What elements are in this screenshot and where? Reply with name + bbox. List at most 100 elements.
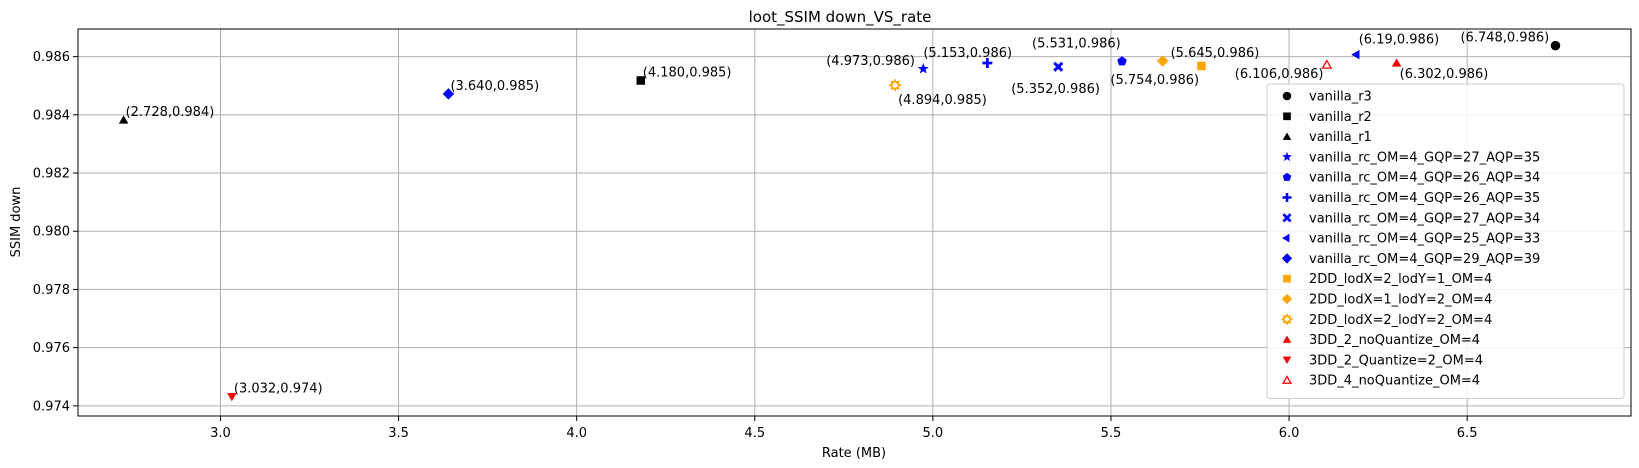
legend-marker	[1282, 193, 1292, 202]
data-label: (4.973,0.986)	[826, 54, 915, 69]
data-label: (6.302,0.986)	[1400, 67, 1489, 82]
legend-entry: vanilla_r3	[1282, 90, 1372, 105]
legend-entry: vanilla_rc_OM=4_GQP=26_AQP=35	[1282, 191, 1540, 206]
legend-marker	[1283, 274, 1291, 283]
data-point	[1053, 61, 1064, 72]
data-points	[118, 40, 1561, 402]
legend-label: vanilla_rc_OM=4_GQP=25_AQP=33	[1309, 232, 1540, 247]
y-axis-label: SSIM down	[9, 187, 24, 258]
data-point	[982, 58, 993, 69]
data-label: (5.153,0.986)	[923, 46, 1012, 61]
data-point	[1391, 58, 1402, 67]
legend-entry: vanilla_r1	[1282, 130, 1372, 145]
y-tick-label: 0.982	[33, 167, 70, 182]
legend-entry: 2DD_lodX=2_lodY=2_OM=4	[1280, 313, 1492, 328]
legend-entry: vanilla_rc_OM=4_GQP=29_AQP=39	[1281, 252, 1540, 267]
legend-entry: 3DD_2_noQuantize_OM=4	[1282, 333, 1480, 348]
x-tick-label: 6.5	[1457, 426, 1478, 441]
legend-entry: vanilla_rc_OM=4_GQP=27_AQP=34	[1282, 211, 1540, 226]
data-label: (2.728,0.984)	[126, 105, 215, 120]
legend-marker	[1280, 313, 1294, 326]
legend-label: 3DD_2_Quantize=2_OM=4	[1309, 353, 1483, 368]
data-label: (4.180,0.985)	[643, 66, 732, 81]
data-label: (5.754,0.986)	[1110, 73, 1199, 88]
data-point	[1156, 55, 1169, 67]
legend-entry: vanilla_rc_OM=4_GQP=25_AQP=33	[1282, 232, 1540, 247]
y-tick-label: 0.984	[33, 108, 70, 123]
legend-marker	[1282, 335, 1292, 343]
x-tick-label: 4.5	[744, 426, 765, 441]
y-tick-label: 0.986	[33, 50, 70, 65]
legend-entry: 2DD_lodX=2_lodY=1_OM=4	[1283, 272, 1492, 287]
data-label: (6.19,0.986)	[1359, 33, 1439, 48]
legend-label: vanilla_r3	[1309, 90, 1372, 105]
legend-entry: vanilla_rc_OM=4_GQP=27_AQP=35	[1282, 150, 1540, 165]
legend-label: vanilla_rc_OM=4_GQP=27_AQP=35	[1309, 150, 1540, 165]
data-label: (3.640,0.985)	[450, 79, 539, 94]
legend-label: vanilla_r2	[1309, 110, 1372, 125]
legend-entry: 3DD_4_noQuantize_OM=4	[1281, 374, 1480, 389]
y-tick-label: 0.974	[33, 399, 70, 414]
legend-marker	[1283, 112, 1291, 121]
legend-marker	[1281, 253, 1293, 264]
y-tick-label: 0.980	[33, 225, 70, 240]
data-label: (3.032,0.974)	[234, 382, 323, 397]
y-tick-label: 0.978	[33, 283, 70, 298]
x-tick-label: 5.5	[1101, 426, 1122, 441]
legend-entry: vanilla_r2	[1283, 110, 1372, 125]
legend-marker	[1282, 91, 1292, 101]
data-point	[1550, 40, 1561, 51]
data-point	[442, 88, 455, 100]
legend-label: vanilla_rc_OM=4_GQP=27_AQP=34	[1309, 211, 1540, 226]
data-label: (5.352,0.986)	[1011, 82, 1100, 97]
x-tick-label: 5.0	[923, 426, 944, 441]
legend-marker	[1281, 293, 1293, 305]
x-tick-label: 6.0	[1279, 426, 1300, 441]
legend-marker	[1282, 356, 1292, 365]
legend: vanilla_r3 vanilla_r2 vanilla_r1 vanilla_rc…	[1266, 83, 1625, 399]
legend-label: 2DD_lodX=1_lodY=2_OM=4	[1309, 293, 1492, 308]
x-axis-label: Rate (MB)	[822, 446, 886, 461]
legend-marker	[1282, 132, 1292, 140]
legend-marker	[1282, 172, 1292, 181]
y-axis-ticks: 0.974 0.976 0.978 0.980 0.982 0.984 0.986	[33, 50, 78, 414]
legend-label: 2DD_lodX=2_lodY=2_OM=4	[1309, 313, 1492, 328]
data-point	[1197, 61, 1206, 71]
legend-marker	[1282, 233, 1290, 243]
plot-frame	[77, 28, 1632, 417]
legend-label: vanilla_r1	[1309, 130, 1372, 145]
legend-label: 3DD_2_noQuantize_OM=4	[1309, 333, 1480, 348]
data-point	[1321, 59, 1333, 69]
legend-label: 2DD_lodX=2_lodY=1_OM=4	[1309, 272, 1492, 287]
data-point	[227, 392, 237, 402]
legend-label: vanilla_rc_OM=4_GQP=26_AQP=35	[1309, 191, 1540, 206]
legend-entry: vanilla_rc_OM=4_GQP=26_AQP=34	[1282, 171, 1540, 186]
legend-label: vanilla_rc_OM=4_GQP=26_AQP=34	[1309, 171, 1540, 186]
x-tick-label: 4.0	[566, 426, 587, 441]
data-point	[1117, 56, 1127, 66]
legend-marker	[1282, 151, 1292, 162]
data-label: (4.894,0.985)	[898, 93, 987, 108]
data-labels: (6.748,0.986) (4.180,0.985) (2.728,0.984) (…	[126, 31, 1550, 397]
data-point	[1351, 49, 1360, 60]
legend-label: 3DD_4_noQuantize_OM=4	[1309, 374, 1480, 389]
legend-entry: 2DD_lodX=1_lodY=2_OM=4	[1281, 293, 1492, 308]
chart-title: loot_SSIM down_VS_rate	[749, 8, 932, 27]
legend-marker	[1282, 213, 1292, 223]
data-point	[888, 78, 902, 92]
y-tick-label: 0.976	[33, 341, 70, 356]
data-point	[118, 115, 129, 124]
legend-box	[1266, 83, 1625, 399]
legend-label: vanilla_rc_OM=4_GQP=29_AQP=39	[1309, 252, 1540, 267]
data-label: (5.531,0.986)	[1032, 36, 1121, 51]
x-tick-label: 3.0	[210, 426, 231, 441]
data-label: (5.645,0.986)	[1171, 46, 1260, 61]
data-point	[917, 63, 929, 74]
x-axis-ticks: 3.0 3.5 4.0 4.5 5.0 5.5 6.0 6.5	[210, 416, 1477, 441]
legend-marker	[1281, 375, 1293, 384]
data-label: (6.748,0.986)	[1460, 31, 1549, 46]
legend-entry: 3DD_2_Quantize=2_OM=4	[1282, 353, 1483, 368]
data-label: (6.106,0.986)	[1235, 67, 1324, 82]
data-point	[636, 76, 646, 85]
